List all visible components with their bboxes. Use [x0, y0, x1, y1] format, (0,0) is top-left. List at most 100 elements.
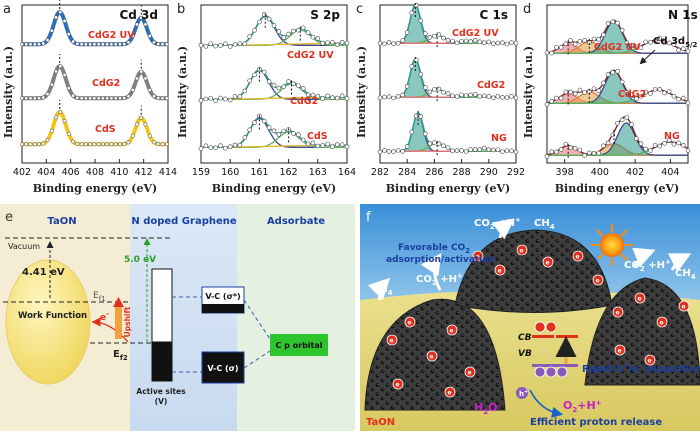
data-point: [156, 96, 161, 100]
data-point: [652, 86, 658, 92]
x-tick-label: 400: [591, 167, 609, 178]
data-point: [377, 40, 383, 46]
data-point: [615, 69, 620, 74]
ef1-sub: f1: [99, 295, 106, 303]
panel-d-label-ng: NG: [664, 131, 680, 142]
data-point: [271, 82, 277, 88]
data-point: [237, 142, 243, 148]
panel-a-ylabel: Intensity (a.u.): [2, 46, 15, 138]
active-sites-v: (V): [155, 397, 168, 406]
data-point: [400, 148, 405, 154]
panel-b-frame: [200, 4, 348, 164]
electron-dot: [542, 256, 554, 268]
vc-sigma-label: V-C (σ): [207, 364, 238, 373]
panel-e-graphene-bg: [130, 204, 237, 431]
data-point: [203, 96, 209, 102]
vb-hole-2: [545, 366, 557, 378]
data-point: [676, 96, 681, 102]
data-point: [586, 150, 592, 156]
data-point: [96, 42, 101, 47]
electron-dot: [678, 300, 690, 312]
data-point: [549, 149, 555, 155]
data-point: [418, 114, 424, 119]
data-point: [164, 142, 169, 147]
data-point: [208, 41, 214, 47]
data-point: [432, 33, 437, 39]
panel-d: d Intensity (a.u.) 398 400 402 404 N 1s Cd …: [522, 2, 698, 195]
data-point: [147, 88, 152, 92]
cb-electron-2: [545, 321, 557, 333]
data-point: [445, 145, 451, 150]
data-point: [377, 95, 383, 101]
data-point: [577, 87, 583, 93]
electron-dot-label: e: [546, 260, 550, 267]
data-point: [657, 35, 663, 41]
data-point: [96, 96, 101, 101]
data-point: [305, 92, 311, 98]
data-point: [143, 76, 148, 81]
data-point: [164, 96, 169, 101]
data-point: [344, 40, 350, 46]
co2-right-main: CO: [624, 260, 640, 271]
data-point: [41, 141, 46, 146]
data-point: [88, 96, 93, 101]
data-point: [652, 142, 658, 148]
electron-dot: [386, 334, 398, 346]
x-tick-label: 163: [309, 167, 327, 178]
carbon-cage-middle: [454, 229, 613, 313]
data-point: [232, 94, 238, 99]
data-point: [491, 147, 496, 153]
data-point: [113, 96, 118, 101]
data-point: [382, 148, 387, 153]
cp-orbital-label: C p orbital: [275, 341, 322, 350]
hole-main: h: [519, 390, 524, 398]
work-function-value: 4.41 eV: [22, 267, 65, 278]
data-point: [266, 16, 272, 22]
electron-dot-label: e: [390, 338, 394, 345]
data-point: [563, 89, 569, 95]
x-tick-label: 164: [338, 167, 356, 178]
electron-main: e: [100, 313, 106, 323]
data-point: [652, 38, 658, 44]
data-point: [404, 144, 410, 149]
taon-particle: [5, 259, 91, 385]
data-point: [509, 94, 514, 99]
x-tick-label: 161: [250, 167, 268, 178]
data-point: [624, 115, 630, 120]
electron-dot-label: e: [660, 320, 664, 327]
data-point: [62, 73, 67, 77]
cb-band-left: [532, 335, 554, 338]
x-tick-label: 286: [425, 167, 443, 178]
data-point: [572, 91, 578, 97]
data-point: [624, 89, 630, 95]
data-point: [100, 42, 105, 47]
data-point: [320, 40, 325, 46]
data-point: [198, 42, 204, 48]
data-point: [75, 41, 80, 46]
data-point: [320, 143, 325, 148]
data-point: [386, 94, 392, 99]
data-point: [126, 140, 131, 145]
data-point: [554, 149, 559, 155]
x-tick-label: 412: [135, 167, 153, 178]
electron-dot: [472, 250, 484, 262]
electron-dot: [446, 324, 458, 336]
panel-d-xlabel: Binding energy (eV): [555, 182, 680, 195]
data-point: [554, 45, 559, 50]
panel-a-letter: a: [3, 2, 11, 17]
co2-left-h: +H: [437, 274, 457, 285]
data-point: [468, 39, 473, 44]
x-tick-label: 406: [62, 167, 80, 178]
panel-d-ticks: 398 400 402 404: [556, 159, 679, 178]
data-point: [139, 15, 144, 20]
data-point: [32, 96, 37, 101]
electron-dot-label: e: [396, 382, 400, 389]
electron-dot-label: e: [520, 248, 524, 255]
data-point: [504, 95, 510, 100]
data-point: [41, 95, 46, 100]
vc-sigma-star-label: V-C (σ*): [205, 292, 240, 301]
data-point: [252, 72, 257, 78]
data-point: [568, 38, 573, 43]
data-point: [71, 139, 76, 144]
data-point: [203, 143, 209, 149]
